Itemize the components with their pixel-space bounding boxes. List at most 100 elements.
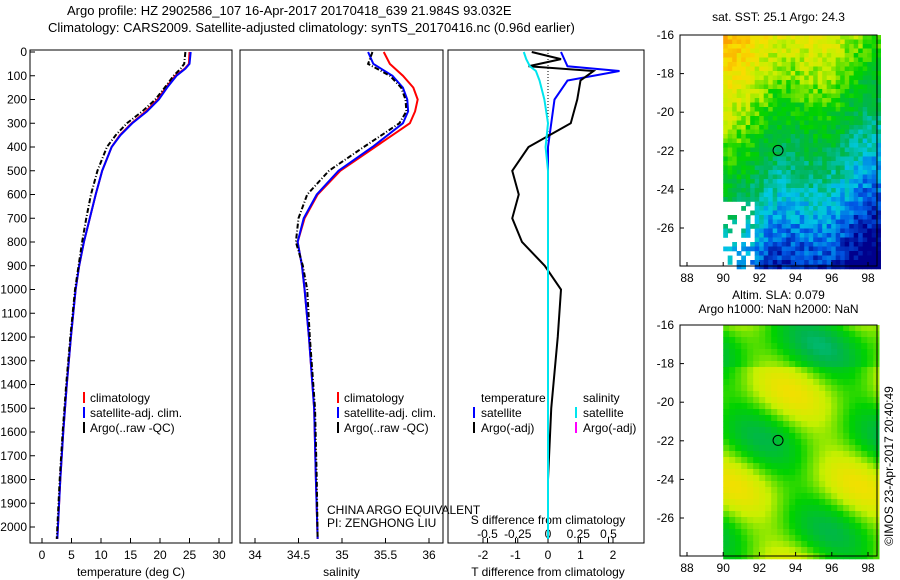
sst-map-cell (822, 134, 827, 139)
sst-map-cell (858, 98, 863, 103)
sla-map-cell (861, 349, 868, 356)
sst-map-cell (817, 53, 823, 58)
sst-map-cell (831, 161, 836, 166)
sst-map-cell (768, 228, 773, 234)
sst-map-cell (871, 152, 877, 157)
sla-map-cell (789, 415, 796, 422)
sla-map-cell (849, 379, 856, 386)
sst-map-cell (763, 210, 769, 216)
sla-map-cell (759, 391, 766, 398)
sst-map-cell (817, 224, 823, 229)
sst-map-cell (723, 138, 728, 144)
sst-map-cell (876, 143, 881, 148)
sla-map-cell (807, 535, 814, 542)
sla-map-cell (813, 517, 820, 524)
sst-map-cell (745, 89, 751, 94)
sst-map-cell (799, 165, 805, 171)
sla-map-cell (801, 463, 808, 470)
sst-map-cell (772, 188, 778, 193)
sst-map-cell (817, 62, 823, 67)
sla-map-cell (873, 415, 880, 422)
sla-map-cell (771, 493, 778, 500)
sst-map-cell (790, 35, 796, 40)
sla-map-cell (825, 433, 832, 440)
sst-map-cell (795, 255, 800, 261)
sla-map-cell (861, 367, 868, 374)
sla-map-cell (819, 451, 826, 458)
sla-map-cell (813, 421, 820, 428)
sst-map-cell (727, 35, 733, 40)
sla-map-cell (849, 469, 856, 476)
sla-map-cell (807, 325, 814, 332)
sst-map-cell (862, 120, 868, 126)
sla-map-cell (813, 391, 820, 398)
sst-map-cell (795, 35, 800, 40)
sst-map-cell (822, 188, 827, 193)
sla-map-cell (735, 337, 742, 344)
sst-map-cell (876, 188, 881, 193)
sla-map-cell (771, 379, 778, 386)
sst-map-cell (835, 170, 841, 175)
sst-map-cell (826, 183, 832, 189)
sla-map-cell (795, 391, 802, 398)
sla-map-cell (741, 493, 748, 500)
sst-map-cell (817, 116, 823, 121)
sst-map-cell (876, 102, 881, 108)
sst-map-cell (732, 170, 737, 175)
sst-map-cell (835, 102, 841, 108)
sla-map-cell (771, 403, 778, 410)
sla-map-cell (813, 349, 820, 356)
sst-map-cell (822, 219, 827, 225)
sst-map-cell (808, 116, 814, 121)
sla-map-cell (849, 505, 856, 512)
sst-map-cell (772, 233, 778, 238)
sst-map-cell (786, 107, 791, 112)
sla-map-cell (723, 349, 730, 356)
sla-map-cell (789, 391, 796, 398)
sst-map-cell (799, 228, 805, 234)
sst-map-cell (862, 143, 868, 148)
sst-map-cell (772, 111, 778, 117)
sla-map-cell (771, 451, 778, 458)
sst-map-cell (831, 246, 836, 252)
sla-map-cell (855, 523, 862, 530)
sst-map-cell (781, 98, 787, 103)
sla-map-cell (825, 427, 832, 434)
sst-map-cell (835, 80, 841, 85)
sla-map-cell (831, 511, 838, 518)
sst-map-cell (813, 66, 818, 72)
sst-map-cell (804, 125, 809, 130)
sla-map-cell (789, 325, 796, 332)
sst-map-cell (849, 206, 854, 211)
sla-map-cell (873, 439, 880, 446)
t-diff-xtick-label: 1 (577, 548, 584, 562)
sst-map-cell (831, 255, 836, 261)
sla-map-cell (765, 361, 772, 368)
sst-map-cell (799, 210, 805, 216)
sst-map-cell (727, 66, 733, 72)
sst-map-cell (871, 197, 877, 202)
sla-map-cell (723, 511, 730, 518)
sst-map-cell (741, 125, 746, 130)
sla-map-cell (831, 385, 838, 392)
depth-tick-label: 1500 (0, 401, 27, 415)
sst-map-cell (781, 102, 787, 108)
sst-map-cell (853, 255, 859, 261)
sst-map-cell (826, 75, 832, 81)
sst-map-cell (849, 219, 854, 225)
sla-map-cell (837, 415, 844, 422)
sst-map-cell (741, 98, 746, 103)
sla-map-cell (723, 403, 730, 410)
sst-map-cell (754, 183, 760, 189)
sla-map-cell (825, 361, 832, 368)
sst-map-cell (862, 206, 868, 211)
sla-map-cell (813, 367, 820, 374)
sst-map-cell (781, 66, 787, 72)
sst-map-cell (759, 48, 764, 54)
sst-map-cell (849, 35, 854, 40)
sla-map-cell (789, 439, 796, 446)
sla-map-cell (777, 511, 784, 518)
sst-map-cell (790, 179, 796, 184)
sst-map-cell (862, 93, 868, 99)
sla-map-cell (837, 469, 844, 476)
